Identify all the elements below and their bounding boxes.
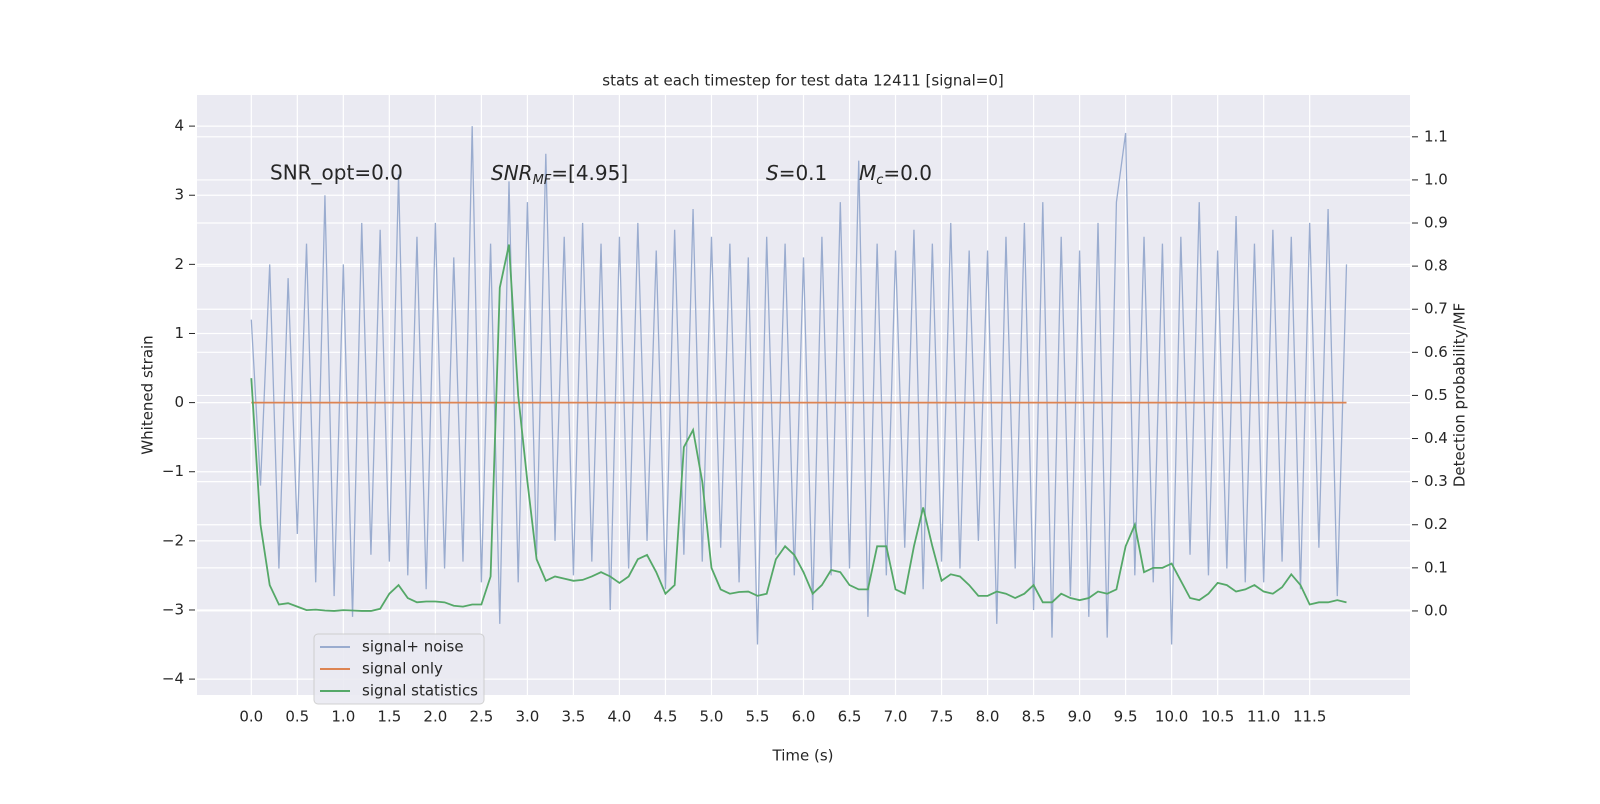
series-line (250, 244, 1347, 612)
annotation-symbol: SNR (491, 161, 533, 185)
annotation-symbol: S (766, 161, 779, 185)
y2-tick-label: 0.2 (1424, 515, 1448, 533)
y-tick-label: 4 (174, 117, 184, 135)
x-tick-label: 0.5 (285, 708, 309, 726)
x-tick-label: 11.0 (1247, 708, 1280, 726)
x-tick-label: 5.5 (746, 708, 770, 726)
x-tick-label: 7.5 (930, 708, 954, 726)
annotation-text: =[4.95] (551, 161, 628, 185)
x-tick-label: 3.0 (515, 708, 539, 726)
annotation-subscript: MF (533, 173, 552, 188)
y-tick-label: −3 (162, 600, 184, 618)
annotation-symbol: M (859, 161, 876, 185)
legend-box (313, 633, 485, 705)
annotations: SNR_opt=0.0 SNRMF=[4.95] S=0.1 Mc=0.0 (270, 161, 932, 188)
y2-tick-label: 0.8 (1424, 257, 1448, 275)
x-tick-label: 2.0 (423, 708, 447, 726)
x-tick-label: 6.0 (792, 708, 816, 726)
annotation: S=0.1 (766, 161, 827, 185)
chart-title: stats at each timestep for test data 124… (602, 72, 1003, 90)
annotation-text: =0.1 (779, 161, 828, 185)
y2-tick-label: 1.0 (1424, 170, 1448, 188)
legend-label: signal+ noise (362, 638, 464, 656)
y-tick-label: 1 (174, 324, 184, 342)
x-tick-label: 7.0 (884, 708, 908, 726)
x-tick-label: 10.0 (1155, 708, 1188, 726)
y2-tick-label: 0.3 (1424, 472, 1448, 490)
x-tick-label: 0.0 (239, 708, 263, 726)
y-axis-label: Whitened strain (139, 335, 157, 454)
legend: signal+ noise signal only signal statistic… (313, 633, 485, 705)
x-tick-label: 8.5 (1022, 708, 1046, 726)
annotation-text: =0.0 (883, 161, 932, 185)
y2-tick-label: 0.1 (1424, 558, 1448, 576)
y-tick-label: −2 (162, 531, 184, 549)
y-tick-label: −1 (162, 462, 184, 480)
y-tick-label: 2 (174, 255, 184, 273)
x-tick-label: 3.5 (561, 708, 585, 726)
legend-label: signal statistics (362, 682, 478, 700)
y-tick-label: 0 (174, 393, 184, 411)
x-tick-label: 8.0 (976, 708, 1000, 726)
annotation-subscript: c (876, 173, 883, 188)
x-tick-label: 11.5 (1293, 708, 1326, 726)
y-tick-label: 3 (174, 186, 184, 204)
series-line (250, 126, 1348, 645)
y2-tick-label: 0.4 (1424, 429, 1448, 447)
x-tick-label: 9.5 (1114, 708, 1138, 726)
x-tick-label: 5.0 (700, 708, 724, 726)
x-tick-label: 2.5 (469, 708, 493, 726)
annotation: Mc=0.0 (859, 161, 932, 188)
x-tick-label: 6.5 (838, 708, 862, 726)
x-axis-label: Time (s) (772, 747, 834, 765)
y2-tick-label: 0.9 (1424, 214, 1448, 232)
x-tick-label: 4.0 (608, 708, 632, 726)
x-tick-label: 4.5 (654, 708, 678, 726)
x-tick-label: 1.5 (377, 708, 401, 726)
x-tick-label: 1.0 (331, 708, 355, 726)
y2-tick-label: 0.0 (1424, 601, 1448, 619)
y2-tick-label: 0.7 (1424, 300, 1448, 318)
legend-label: signal only (362, 660, 443, 678)
y2-tick-label: 0.6 (1424, 343, 1448, 361)
x-tick-label: 10.5 (1201, 708, 1234, 726)
annotation: SNR_opt=0.0 (270, 161, 403, 185)
y2-tick-label: 1.1 (1424, 127, 1448, 145)
x-tick-label: 9.0 (1068, 708, 1092, 726)
annotation: SNRMF=[4.95] (491, 161, 628, 188)
marks (250, 126, 1348, 645)
y2-tick-label: 0.5 (1424, 386, 1448, 404)
y2-axis-label: Detection probability/MF (1451, 303, 1469, 487)
y-tick-label: −4 (162, 670, 184, 688)
